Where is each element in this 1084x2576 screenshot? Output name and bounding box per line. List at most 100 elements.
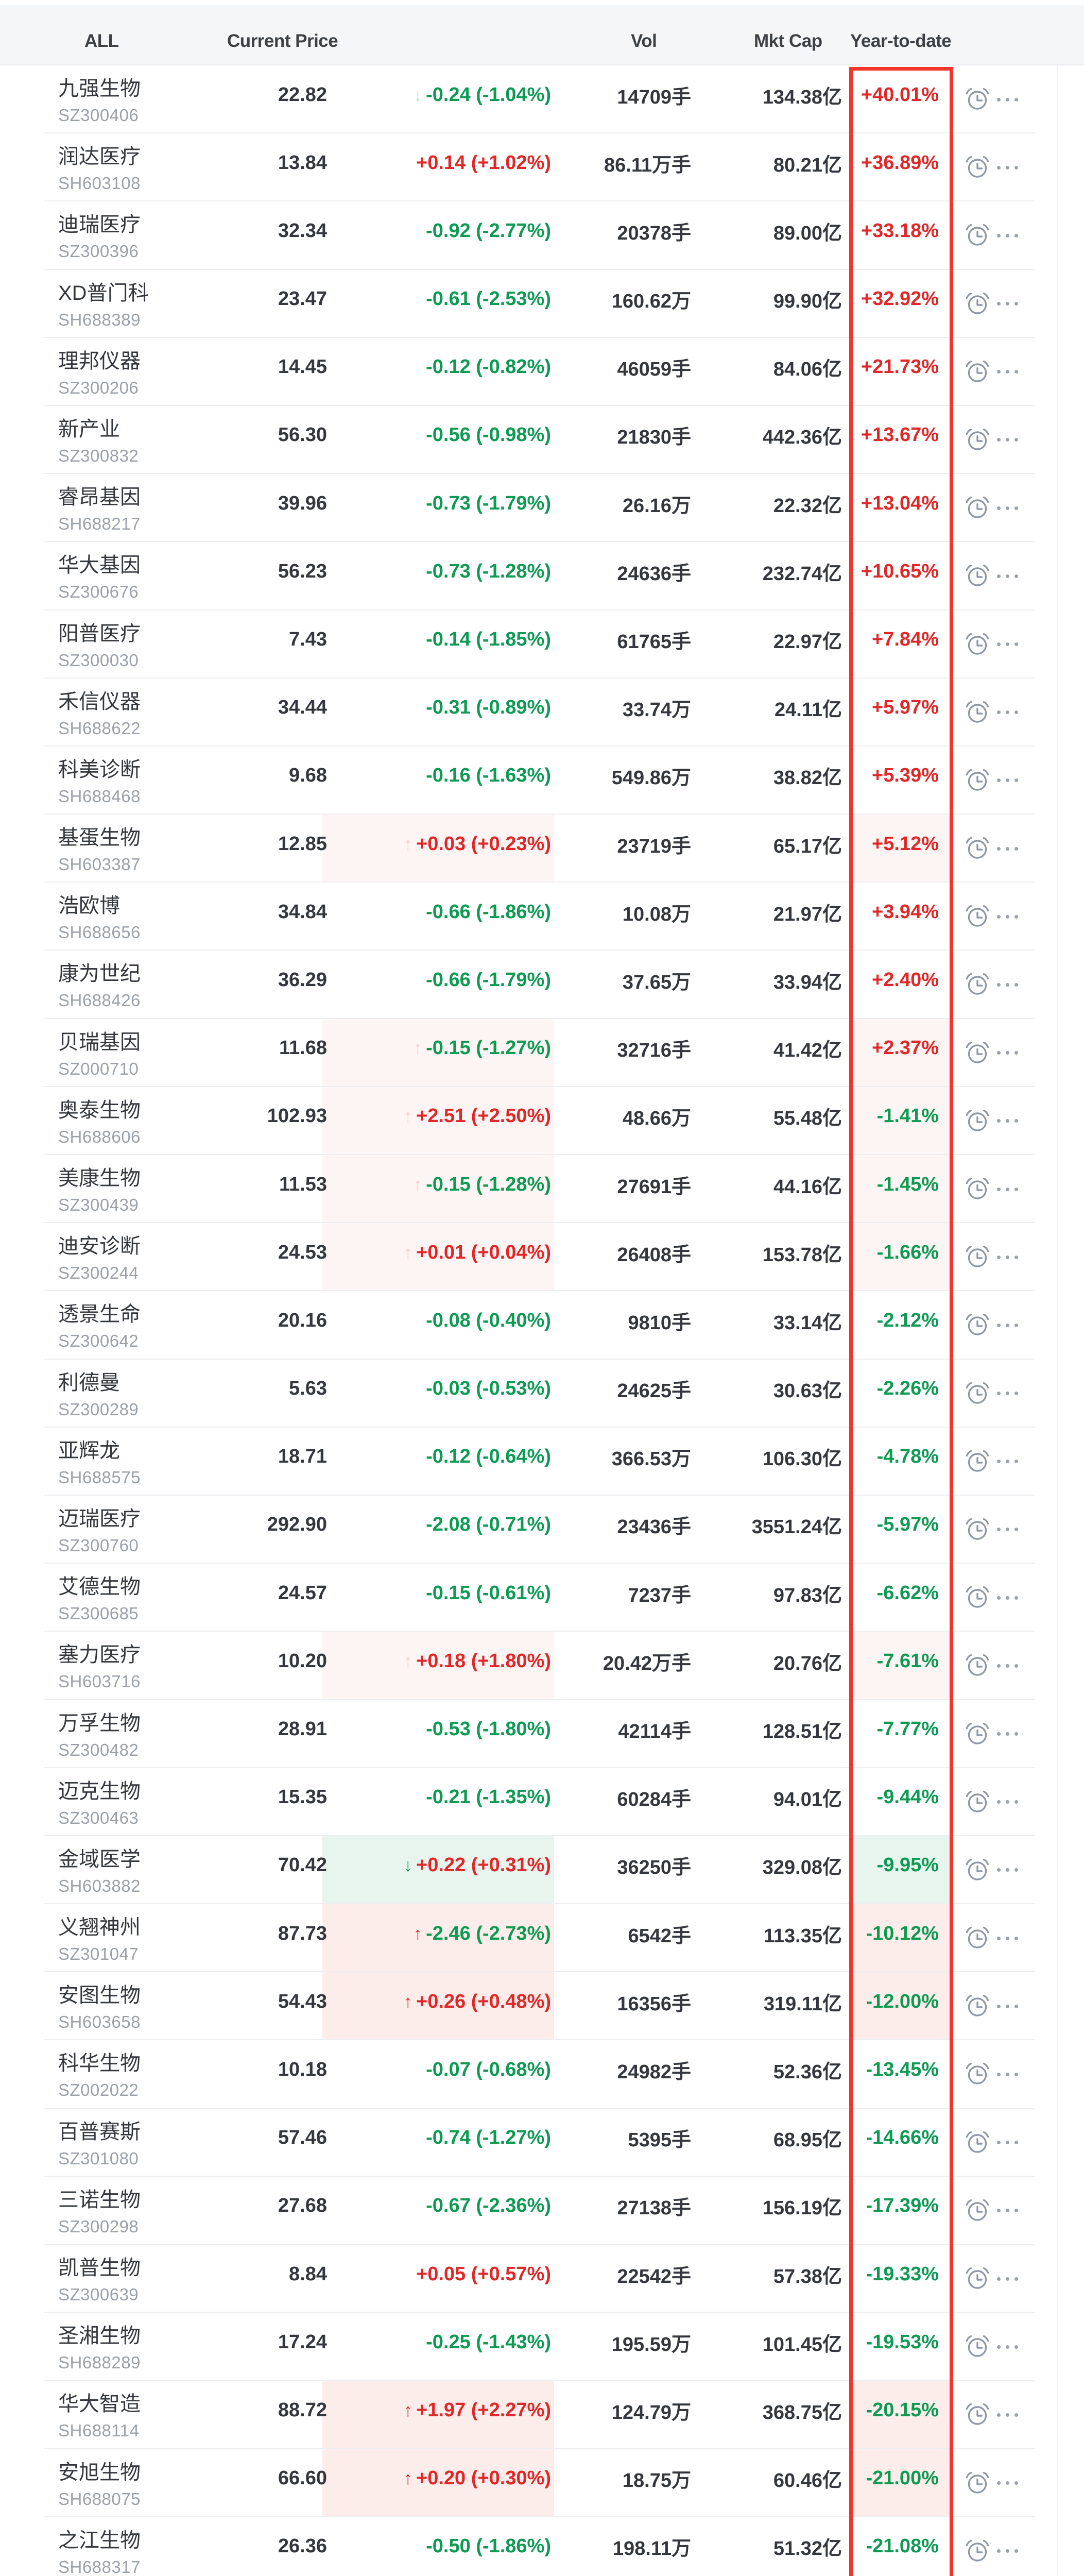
stock-row[interactable]: 利德曼 SZ300289 5.63 -0.03 (-0.53%) 24625手 … bbox=[0, 1359, 1084, 1428]
price-reminder-button[interactable] bbox=[964, 1584, 991, 1611]
more-options-button[interactable] bbox=[997, 368, 1024, 376]
more-options-button[interactable] bbox=[997, 1049, 1024, 1057]
more-options-button[interactable] bbox=[997, 2411, 1024, 2419]
column-header-mkt-cap[interactable]: Mkt Cap bbox=[754, 31, 822, 51]
price-reminder-button[interactable] bbox=[964, 426, 991, 453]
more-options-button[interactable] bbox=[997, 231, 1024, 240]
price-reminder-button[interactable] bbox=[964, 2469, 991, 2496]
more-options-button[interactable] bbox=[997, 1662, 1024, 1670]
stock-row[interactable]: 之江生物 SH688317 26.36 -0.50 (-1.86%) 198.1… bbox=[0, 2517, 1084, 2576]
stock-row[interactable]: 金域医学 SH603882 70.42 ↓ +0.22 (+0.31%) 362… bbox=[0, 1836, 1084, 1905]
price-reminder-button[interactable] bbox=[964, 1720, 991, 1747]
price-reminder-button[interactable] bbox=[964, 699, 991, 725]
stock-row[interactable]: 科美诊断 SH688468 9.68 -0.16 (-1.63%) 549.86… bbox=[0, 746, 1084, 815]
stock-row[interactable]: 艾德生物 SZ300685 24.57 -0.15 (-0.61%) 7237手… bbox=[0, 1564, 1084, 1632]
column-header-year-to-date[interactable]: Year-to-date bbox=[850, 31, 952, 51]
price-reminder-button[interactable] bbox=[964, 1380, 991, 1406]
stock-row[interactable]: 阳普医疗 SZ300030 7.43 -0.14 (-1.85%) 61765手… bbox=[0, 610, 1084, 679]
stock-row[interactable]: 九强生物 SZ300406 22.82 ↓ -0.24 (-1.04%) 147… bbox=[0, 65, 1084, 134]
more-options-button[interactable] bbox=[997, 1934, 1024, 1942]
more-options-button[interactable] bbox=[997, 1798, 1024, 1806]
stock-row[interactable]: 塞力医疗 SH603716 10.20 ↑ +0.18 (+1.80%) 20.… bbox=[0, 1632, 1084, 1700]
more-options-button[interactable] bbox=[997, 1321, 1024, 1329]
stock-row[interactable]: 迈克生物 SZ300463 15.35 -0.21 (-1.35%) 60284… bbox=[0, 1768, 1084, 1837]
price-reminder-button[interactable] bbox=[964, 1924, 991, 1951]
price-reminder-button[interactable] bbox=[964, 1311, 991, 1338]
more-options-button[interactable] bbox=[997, 163, 1024, 172]
stock-row[interactable]: 禾信仪器 SH688622 34.44 -0.31 (-0.89%) 33.74… bbox=[0, 678, 1084, 747]
price-reminder-button[interactable] bbox=[964, 1107, 991, 1134]
stock-row[interactable]: 义翘神州 SZ301047 87.73 ↑ -2.46 (-2.73%) 654… bbox=[0, 1904, 1084, 1973]
price-reminder-button[interactable] bbox=[964, 1652, 991, 1679]
more-options-button[interactable] bbox=[997, 1253, 1024, 1261]
stock-row[interactable]: 迪安诊断 SZ300244 24.53 ↑ +0.01 (+0.04%) 264… bbox=[0, 1223, 1084, 1292]
more-options-button[interactable] bbox=[997, 504, 1024, 512]
more-options-button[interactable] bbox=[997, 2275, 1024, 2283]
stock-row[interactable]: 科华生物 SZ002022 10.18 -0.07 (-0.68%) 24982… bbox=[0, 2040, 1084, 2109]
stock-row[interactable]: 亚辉龙 SH688575 18.71 -0.12 (-0.64%) 366.53… bbox=[0, 1427, 1084, 1496]
more-options-button[interactable] bbox=[997, 2002, 1024, 2010]
more-options-button[interactable] bbox=[997, 1526, 1024, 1534]
price-reminder-button[interactable] bbox=[964, 2129, 991, 2156]
more-options-button[interactable] bbox=[997, 640, 1024, 649]
stock-row[interactable]: 华大智造 SH688114 88.72 ↑ +1.97 (+2.27%) 124… bbox=[0, 2381, 1084, 2449]
more-options-button[interactable] bbox=[997, 300, 1024, 308]
price-reminder-button[interactable] bbox=[964, 1788, 991, 1815]
more-options-button[interactable] bbox=[997, 1117, 1024, 1125]
more-options-button[interactable] bbox=[997, 708, 1024, 717]
more-options-button[interactable] bbox=[997, 436, 1024, 444]
stock-row[interactable]: 华大基因 SZ300676 56.23 -0.73 (-1.28%) 24636… bbox=[0, 542, 1084, 611]
stock-row[interactable]: 安旭生物 SH688075 66.60 ↑ +0.20 (+0.30%) 18.… bbox=[0, 2449, 1084, 2517]
stock-row[interactable]: 基蛋生物 SH603387 12.85 ↑ +0.03 (+0.23%) 237… bbox=[0, 815, 1084, 883]
more-options-button[interactable] bbox=[997, 776, 1024, 785]
more-options-button[interactable] bbox=[997, 1730, 1024, 1738]
column-header-vol[interactable]: Vol bbox=[631, 31, 657, 51]
price-reminder-button[interactable] bbox=[964, 1516, 991, 1543]
price-reminder-button[interactable] bbox=[964, 631, 991, 657]
price-reminder-button[interactable] bbox=[964, 971, 991, 997]
stock-row[interactable]: 圣湘生物 SH688289 17.24 -0.25 (-1.43%) 195.5… bbox=[0, 2313, 1084, 2381]
price-reminder-button[interactable] bbox=[964, 2333, 991, 2360]
more-options-button[interactable] bbox=[997, 1389, 1024, 1398]
column-header-current-price[interactable]: Current Price bbox=[227, 31, 338, 51]
stock-row[interactable]: 奥泰生物 SH688606 102.93 ↑ +2.51 (+2.50%) 48… bbox=[0, 1087, 1084, 1156]
price-reminder-button[interactable] bbox=[964, 1448, 991, 1475]
more-options-button[interactable] bbox=[997, 2070, 1024, 2078]
price-reminder-button[interactable] bbox=[964, 1243, 991, 1270]
more-options-button[interactable] bbox=[997, 2547, 1024, 2555]
more-options-button[interactable] bbox=[997, 1185, 1024, 1193]
stock-row[interactable]: 新产业 SZ300832 56.30 -0.56 (-0.98%) 21830手… bbox=[0, 405, 1084, 474]
price-reminder-button[interactable] bbox=[964, 86, 991, 112]
more-options-button[interactable] bbox=[997, 572, 1024, 580]
price-reminder-button[interactable] bbox=[964, 1856, 991, 1883]
stock-row[interactable]: 迈瑞医疗 SZ300760 292.90 -2.08 (-0.71%) 2343… bbox=[0, 1495, 1084, 1564]
price-reminder-button[interactable] bbox=[964, 290, 991, 317]
price-reminder-button[interactable] bbox=[964, 2401, 991, 2428]
more-options-button[interactable] bbox=[997, 1594, 1024, 1602]
more-options-button[interactable] bbox=[997, 2343, 1024, 2351]
price-reminder-button[interactable] bbox=[964, 2060, 991, 2087]
price-reminder-button[interactable] bbox=[964, 1039, 991, 1066]
more-options-button[interactable] bbox=[997, 2479, 1024, 2487]
stock-row[interactable]: 润达医疗 SH603108 13.84 +0.14 (+1.02%) 86.11… bbox=[0, 133, 1084, 202]
stock-row[interactable]: 万孚生物 SZ300482 28.91 -0.53 (-1.80%) 42114… bbox=[0, 1700, 1084, 1768]
filter-tab-all[interactable]: ALL bbox=[84, 31, 119, 51]
stock-row[interactable]: 康为世纪 SH688426 36.29 -0.66 (-1.79%) 37.65… bbox=[0, 951, 1084, 1019]
more-options-button[interactable] bbox=[997, 1458, 1024, 1466]
price-reminder-button[interactable] bbox=[964, 222, 991, 248]
price-reminder-button[interactable] bbox=[964, 2537, 991, 2564]
more-options-button[interactable] bbox=[997, 2207, 1024, 2215]
price-reminder-button[interactable] bbox=[964, 1175, 991, 1202]
price-reminder-button[interactable] bbox=[964, 2197, 991, 2224]
stock-row[interactable]: 睿昂基因 SH688217 39.96 -0.73 (-1.79%) 26.16… bbox=[0, 474, 1084, 543]
more-options-button[interactable] bbox=[997, 912, 1024, 921]
price-reminder-button[interactable] bbox=[964, 767, 991, 793]
more-options-button[interactable] bbox=[997, 844, 1024, 853]
price-reminder-button[interactable] bbox=[964, 562, 991, 589]
stock-row[interactable]: 透景生命 SZ300642 20.16 -0.08 (-0.40%) 9810手… bbox=[0, 1291, 1084, 1360]
stock-row[interactable]: 迪瑞医疗 SZ300396 32.34 -0.92 (-2.77%) 20378… bbox=[0, 201, 1084, 270]
more-options-button[interactable] bbox=[997, 1866, 1024, 1874]
price-reminder-button[interactable] bbox=[964, 494, 991, 521]
more-options-button[interactable] bbox=[997, 95, 1024, 104]
price-reminder-button[interactable] bbox=[964, 1992, 991, 2019]
